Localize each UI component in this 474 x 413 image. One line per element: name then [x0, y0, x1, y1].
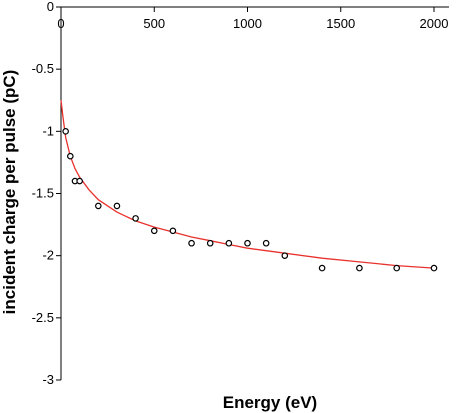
y-tick-label: -2 [42, 248, 54, 263]
y-ticks: 0 -0.5 -1 -1.5 -2 -2.5 -3 [32, 0, 61, 387]
data-point [225, 239, 233, 247]
x-tick-label: 1000 [233, 16, 262, 31]
data-point [169, 227, 177, 235]
data-point [430, 264, 438, 272]
x-axis-title: Energy (eV) [223, 393, 317, 412]
data-point [318, 264, 326, 272]
y-tick-label: 0 [47, 0, 54, 14]
data-point [356, 264, 363, 272]
data-point [76, 177, 83, 185]
data-point [244, 239, 251, 247]
y-axis-title: incident charge per pulse (pC) [0, 70, 19, 315]
plot-area [60, 6, 449, 380]
data-point [262, 239, 270, 247]
y-tick-label: -0.5 [32, 61, 54, 76]
y-tick-label: -2.5 [32, 310, 54, 325]
x-tick-label: 1500 [326, 16, 355, 31]
data-point [62, 128, 69, 135]
data-point [150, 227, 158, 235]
x-tick-label: 2000 [420, 16, 449, 31]
data-point [281, 252, 289, 259]
x-tick-label: 0 [57, 16, 64, 31]
x-ticks: 0 500 1000 1500 2000 [57, 7, 448, 31]
y-tick-label: -1 [42, 123, 54, 138]
data-point [393, 264, 401, 272]
data-point [132, 215, 139, 222]
y-tick-label: -1.5 [32, 186, 54, 201]
data-point [95, 202, 102, 210]
data-point [113, 202, 121, 210]
x-tick-label: 500 [143, 16, 165, 31]
y-tick-label: -3 [42, 372, 54, 387]
series-layer [60, 100, 438, 272]
data-point [206, 239, 214, 247]
fit-curve-line [60, 100, 435, 269]
data-point [67, 152, 74, 160]
data-point [188, 239, 195, 247]
